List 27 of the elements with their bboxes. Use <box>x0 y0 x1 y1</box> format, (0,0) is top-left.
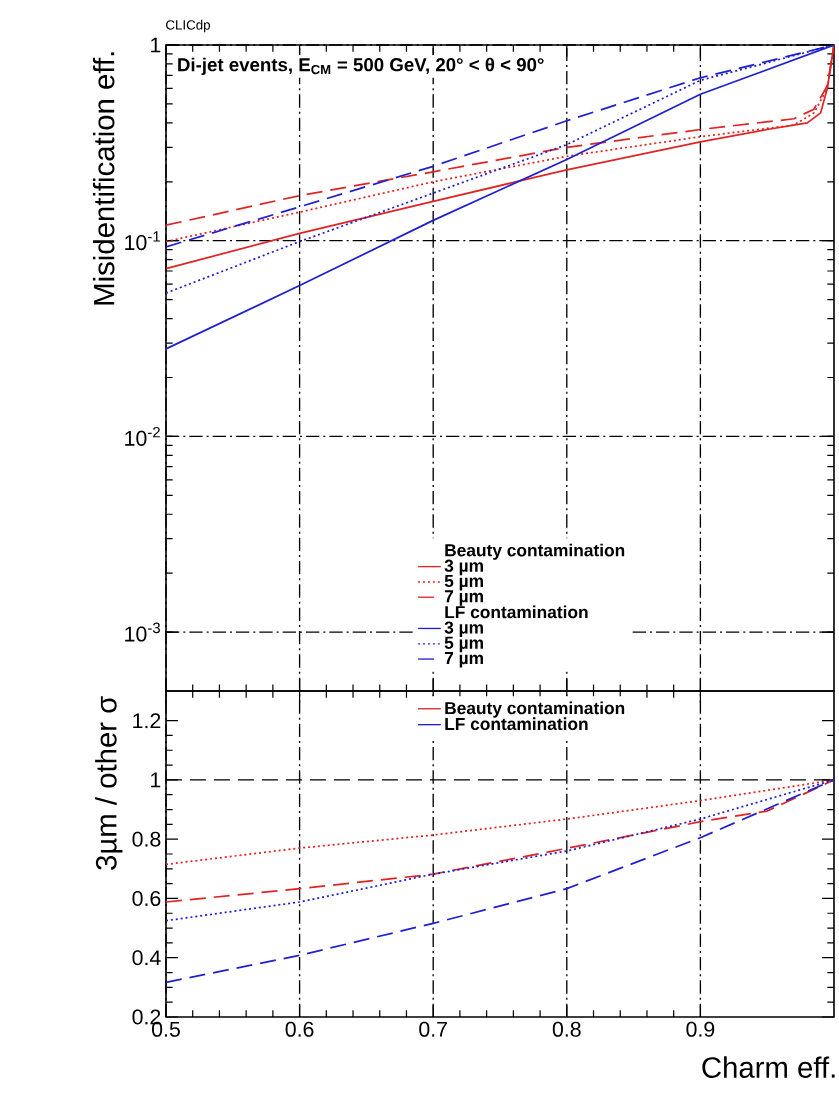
x-axis-title: Charm eff. <box>702 1056 835 1078</box>
legend-label: LF contamination <box>445 717 588 731</box>
legend-label: 7 µm <box>444 590 483 606</box>
y-tick-label: 10$^{-1}$ <box>125 231 160 251</box>
y-tick-label: 0.8 <box>132 831 161 847</box>
legend-label: 7 µm <box>444 652 483 668</box>
x-tick-label: 0.9 <box>686 1021 715 1037</box>
y-tick-label: 10$^{-2}$ <box>125 426 160 446</box>
legend-label: Beauty contamination <box>445 701 625 718</box>
y-tick-label: 0.6 <box>132 890 161 906</box>
legend-label: 5 µm <box>444 636 483 653</box>
x-tick-label: 0.8 <box>552 1021 581 1037</box>
y-axis-title: Misidentification eff. <box>92 52 115 305</box>
annotation: LF contamination <box>445 605 588 619</box>
y-tick-label: 0.4 <box>132 950 161 966</box>
y-tick-label: 1 <box>151 37 161 53</box>
y-tick-label: 1 <box>151 772 161 788</box>
y-tick-label: 1.2 <box>133 713 161 729</box>
text: Di-jet events, E$_{CM}$ = 500 GeV, 20° < θ < 90° <box>178 57 544 76</box>
legend-label: 3 µm <box>444 559 483 576</box>
y-axis-title: 3µm / other σ <box>95 696 123 870</box>
y-tick-label: 10$^{-3}$ <box>125 622 160 642</box>
annotation: Beauty contamination <box>445 543 625 560</box>
x-tick-label: 0.6 <box>285 1021 314 1037</box>
chart-title: CLICdp <box>166 19 211 33</box>
x-tick-label: 0.7 <box>419 1021 447 1037</box>
legend-label: 5 µm <box>444 575 483 591</box>
